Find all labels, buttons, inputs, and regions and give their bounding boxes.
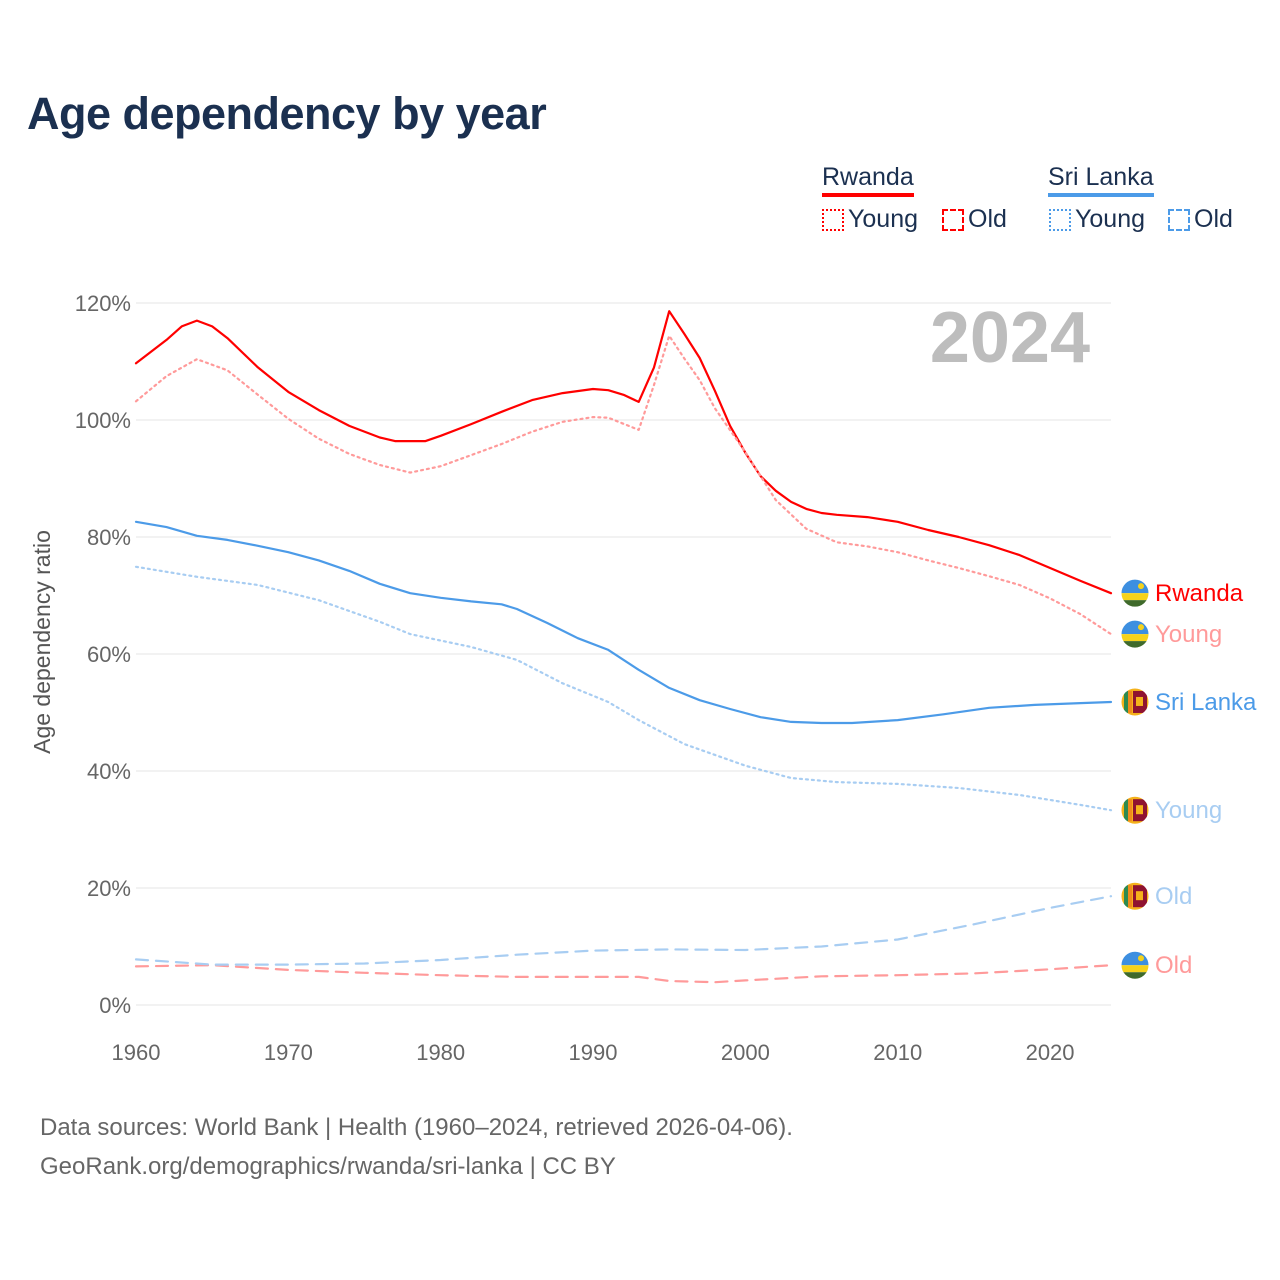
line-chart: 0% 20% 40% 60% 80% 100% 120% 1960 1970 1980 1990 20…: [29, 291, 1257, 1065]
legend-label: Young: [848, 205, 918, 233]
grid: 0% 20% 40% 60% 80% 100% 120% 1960 1970 1980 1990 20…: [75, 291, 1111, 1065]
rwanda-flag-icon: [1121, 951, 1149, 980]
y-tick-label: 80%: [87, 525, 131, 550]
end-label: Sri Lanka: [1155, 689, 1257, 716]
x-tick-label: 2020: [1026, 1040, 1075, 1065]
flag-yellow: [1121, 593, 1149, 601]
legend-sri-lanka-young[interactable]: Young: [1049, 205, 1145, 234]
rwanda-flag-icon: [1121, 620, 1149, 649]
flag-lion: [1136, 696, 1143, 706]
end-labels: Rwanda Young Old Sri Lanka Young Old: [1120, 578, 1257, 980]
flag-yellow: [1121, 634, 1149, 642]
legend-sri-lanka-old[interactable]: Old: [1168, 205, 1233, 234]
flag-lion: [1136, 891, 1143, 901]
x-tick-label: 1970: [264, 1040, 313, 1065]
end-label: Old: [1155, 952, 1192, 979]
flag-lion: [1136, 805, 1143, 815]
flag-green: [1124, 885, 1128, 908]
series-line-sri-lanka-old: [134, 895, 1113, 966]
flag-blue: [1121, 620, 1149, 635]
x-tick-label: 1960: [112, 1040, 161, 1065]
end-label-group: Rwanda: [1120, 578, 1244, 608]
sri-lanka-flag-icon: [1121, 687, 1149, 716]
flag-sun: [1138, 955, 1144, 962]
legend-swatch: [822, 208, 844, 231]
y-axis-label: Age dependency ratio: [29, 530, 55, 754]
flag-border: [1120, 578, 1150, 608]
flag-orange: [1128, 799, 1132, 822]
x-tick-label: 2010: [873, 1040, 922, 1065]
legend-swatch: [1168, 208, 1190, 231]
legend-sri-lanka[interactable]: Sri Lanka: [1048, 163, 1154, 197]
flag-green: [1121, 972, 1149, 980]
legend-swatch: [1049, 208, 1071, 231]
legend-rwanda[interactable]: Rwanda: [822, 163, 914, 197]
series-line-rwanda-young: [134, 334, 1113, 636]
legend-label: Old: [968, 205, 1007, 233]
sri-lanka-flag-icon: [1121, 796, 1149, 825]
flag-blue: [1121, 579, 1149, 594]
flag-sun: [1138, 583, 1144, 590]
series-line-sri-lanka-young: [134, 565, 1113, 812]
series-line-rwanda: [134, 310, 1113, 595]
end-label-group: Young: [1120, 795, 1222, 825]
y-tick-label: 20%: [87, 876, 131, 901]
legend-rwanda-old[interactable]: Old: [942, 205, 1007, 234]
flag-blue: [1121, 951, 1149, 966]
series-lines: [134, 310, 1113, 984]
flag-orange: [1128, 690, 1132, 713]
end-label: Rwanda: [1155, 580, 1244, 607]
flag-green: [1121, 600, 1149, 608]
legend-swatch: [942, 208, 964, 231]
flag-border: [1120, 687, 1150, 717]
end-label: Old: [1155, 883, 1192, 910]
source-link[interactable]: GeoRank.org/demographics/rwanda/sri-lank…: [40, 1153, 616, 1180]
flag-border: [1120, 795, 1150, 825]
x-tick-label: 2000: [721, 1040, 770, 1065]
end-label-group: Old: [1120, 881, 1192, 911]
flag-sun: [1138, 624, 1144, 631]
flag-border: [1120, 881, 1150, 911]
x-tick-label: 1980: [416, 1040, 465, 1065]
y-tick-label: 0%: [99, 993, 131, 1018]
series-line-rwanda-old: [134, 964, 1113, 984]
y-tick-label: 100%: [75, 408, 131, 433]
end-label: Young: [1155, 621, 1222, 648]
sri-lanka-flag-icon: [1121, 882, 1149, 911]
legend-rwanda-young[interactable]: Young: [822, 205, 918, 234]
end-label-group: Young: [1120, 619, 1222, 649]
legend-label: Young: [1075, 205, 1145, 233]
flag-border: [1120, 950, 1150, 980]
y-tick-label: 40%: [87, 759, 131, 784]
end-label-group: Sri Lanka: [1120, 687, 1257, 717]
end-label-group: Old: [1120, 950, 1192, 980]
flag-green: [1124, 690, 1128, 713]
rwanda-flag-icon: [1121, 579, 1149, 608]
legend-label: Old: [1194, 205, 1233, 233]
flag-green: [1124, 799, 1128, 822]
flag-yellow: [1121, 965, 1149, 973]
x-tick-label: 1990: [569, 1040, 618, 1065]
chart-title: Age dependency by year: [27, 88, 547, 139]
year-watermark: 2024: [930, 298, 1090, 378]
data-source: Data sources: World Bank | Health (1960–…: [40, 1114, 793, 1141]
series-line-sri-lanka: [134, 520, 1113, 725]
y-tick-label: 120%: [75, 291, 131, 316]
end-label: Young: [1155, 797, 1222, 824]
flag-orange: [1128, 885, 1132, 908]
flag-border: [1120, 619, 1150, 649]
flag-green: [1121, 641, 1149, 649]
footer: Data sources: World Bank | Health (1960–…: [40, 1108, 793, 1186]
y-tick-label: 60%: [87, 642, 131, 667]
